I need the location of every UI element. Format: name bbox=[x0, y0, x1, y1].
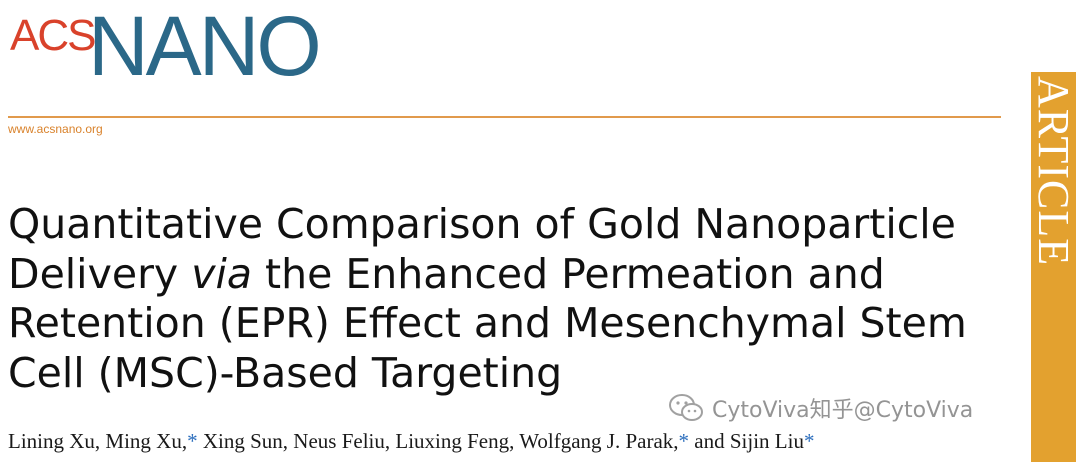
author-name: Wolfgang J. Parak bbox=[519, 429, 674, 453]
article-label-text: ARTICLE bbox=[1029, 76, 1078, 267]
paper-title: Quantitative Comparison of Gold Nanopart… bbox=[8, 200, 1018, 398]
journal-website: www.acsnano.org bbox=[8, 122, 103, 136]
author-name: Ming Xu bbox=[105, 429, 182, 453]
author-name: Xing Sun bbox=[202, 429, 283, 453]
article-section-label: ARTICLE bbox=[1029, 72, 1078, 312]
watermark-text: CytoViva知乎@CytoViva bbox=[712, 398, 974, 423]
logo-acs-text: ACS bbox=[10, 11, 96, 60]
watermark: CytoViva知乎@CytoViva bbox=[668, 392, 973, 424]
title-part-1: Quantitative Comparison of Gold Nanopart… bbox=[8, 200, 956, 298]
title-italic: via bbox=[191, 249, 252, 298]
corresponding-author-mark[interactable]: * bbox=[803, 429, 815, 453]
author-name: Liuxing Feng bbox=[395, 429, 510, 453]
corresponding-author-mark[interactable]: * bbox=[187, 429, 198, 453]
article-section-band bbox=[1031, 72, 1076, 462]
logo-nano-text: NANO bbox=[88, 0, 322, 93]
author-name: Neus Feliu bbox=[293, 429, 385, 453]
title-part-2: the Enhanced Permeation and Retention (E… bbox=[8, 249, 967, 397]
header-rule bbox=[8, 116, 1001, 118]
corresponding-author-mark[interactable]: * bbox=[678, 429, 690, 453]
author-name: Lining Xu bbox=[8, 429, 95, 453]
author-name: Sijin Liu bbox=[729, 429, 804, 453]
wechat-icon bbox=[669, 394, 703, 421]
author-list: Lining Xu, Ming Xu,* Xing Sun, Neus Feli… bbox=[8, 429, 815, 453]
